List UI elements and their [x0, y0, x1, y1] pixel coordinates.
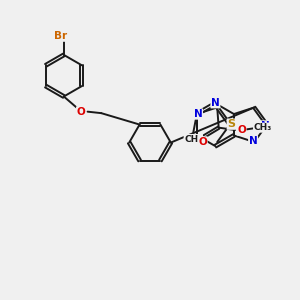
- Text: O: O: [237, 125, 246, 135]
- Text: CH₃: CH₃: [184, 134, 202, 143]
- Text: CH₃: CH₃: [254, 123, 272, 132]
- Text: S: S: [227, 119, 235, 129]
- Text: O: O: [198, 137, 207, 147]
- Text: N: N: [249, 136, 257, 146]
- Text: N: N: [211, 98, 220, 108]
- Text: N: N: [194, 109, 203, 119]
- Text: N: N: [261, 121, 270, 131]
- Text: Br: Br: [54, 31, 67, 41]
- Text: O: O: [77, 107, 85, 117]
